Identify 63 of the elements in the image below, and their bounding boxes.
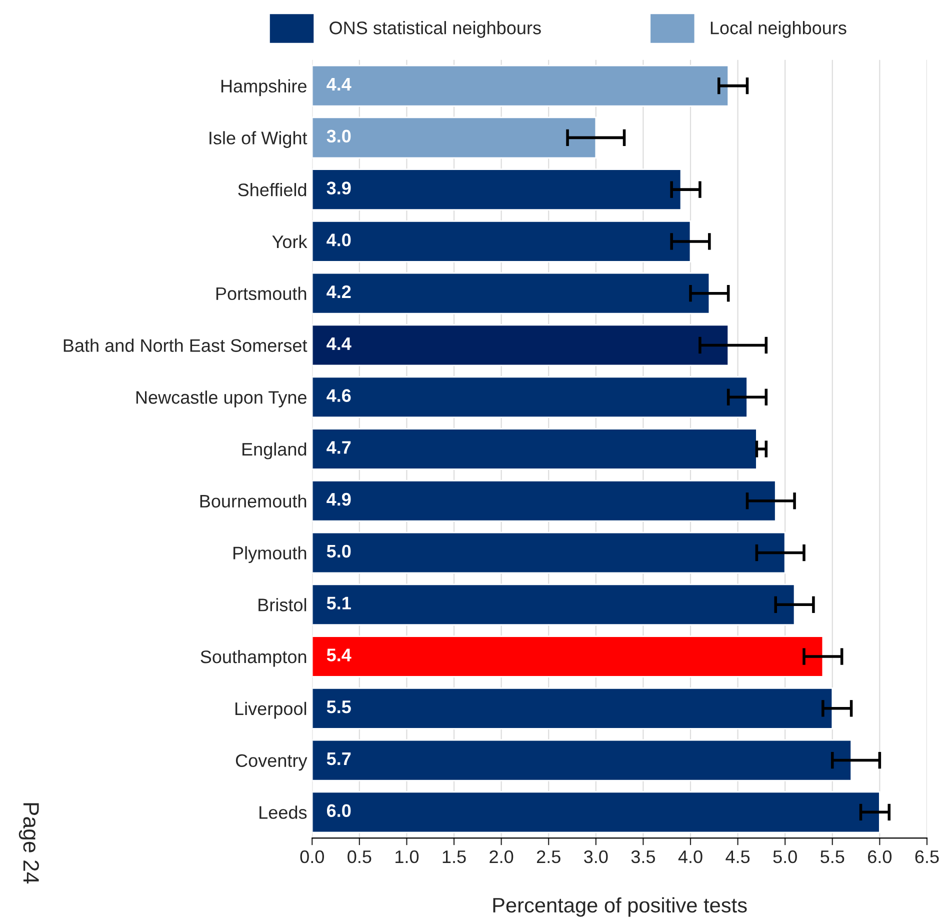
x-tick-label: 0.0 — [300, 850, 324, 864]
data-label: 4.9 — [326, 492, 351, 506]
x-tick-label: 5.0 — [773, 850, 797, 864]
legend-label: ONS statistical neighbours — [330, 21, 541, 38]
bar — [312, 428, 758, 470]
y-tick-label: Southampton — [200, 650, 306, 667]
data-label: 3.0 — [326, 130, 351, 143]
y-tick-label: York — [272, 234, 308, 248]
bar — [312, 636, 824, 678]
bar — [312, 687, 834, 730]
x-tick-label: 3.5 — [631, 850, 655, 864]
bar — [312, 584, 796, 626]
bar — [312, 739, 852, 782]
data-label: 4.2 — [326, 285, 351, 298]
bar — [312, 272, 710, 314]
text: Page 24 — [18, 803, 39, 884]
bar — [312, 532, 786, 574]
data-label: 4.6 — [326, 389, 351, 402]
x-tick-label: 3.0 — [584, 850, 608, 864]
data-label: 3.9 — [326, 182, 351, 194]
x-axis-title: Percentage of positive tests — [493, 897, 747, 917]
bar — [312, 116, 597, 159]
y-tick-label: Coventry — [236, 754, 308, 771]
data-label: 5.4 — [326, 648, 352, 662]
x-tick-label: 1.0 — [396, 850, 419, 864]
y-tick-label: Bournemouth — [200, 494, 306, 508]
bar — [312, 791, 880, 834]
bar — [312, 376, 748, 418]
data-label: 5.0 — [326, 544, 351, 558]
y-tick-label: Sheffield — [238, 183, 306, 196]
y-tick-label: Isle of Wight — [210, 131, 308, 148]
y-tick-label: Newcastle upon Tyne — [136, 390, 306, 408]
data-label: 4.0 — [326, 234, 351, 246]
x-tick-label: 6.5 — [915, 850, 939, 864]
x-tick-label: 4.0 — [678, 850, 702, 864]
bar — [312, 480, 776, 522]
data-label: 4.4 — [326, 337, 352, 350]
y-tick-label: Liverpool — [235, 702, 306, 719]
data-label: 6.0 — [326, 804, 351, 818]
x-tick-label: 4.5 — [726, 850, 750, 864]
bar — [312, 324, 730, 366]
x-tick-label: 0.5 — [348, 850, 372, 864]
y-tick-label: Portsmouth — [216, 286, 306, 300]
x-tick-label: 5.5 — [820, 850, 844, 864]
data-label: 5.5 — [326, 700, 351, 714]
data-label: 4.7 — [326, 441, 351, 454]
y-tick-label: Hampshire — [221, 79, 306, 96]
data-label: 5.7 — [326, 752, 351, 766]
bar — [312, 168, 682, 210]
y-tick-label: Bristol — [258, 598, 306, 612]
y-tick-label: Bath and North East Somerset — [64, 338, 308, 352]
bar — [312, 64, 730, 107]
legend-label: Local neighbours — [710, 21, 846, 38]
y-tick-label: Leeds — [260, 806, 307, 819]
bar — [312, 220, 692, 262]
x-tick-label: 6.0 — [868, 850, 892, 864]
data-label: 4.4 — [326, 78, 352, 90]
x-tick-label: 2.5 — [536, 850, 560, 864]
data-label: 5.1 — [326, 596, 351, 610]
y-tick-label: Plymouth — [233, 546, 306, 564]
x-tick-label: 1.5 — [442, 850, 466, 864]
y-tick-label: England — [242, 442, 306, 460]
x-tick-label: 2.0 — [490, 850, 514, 864]
